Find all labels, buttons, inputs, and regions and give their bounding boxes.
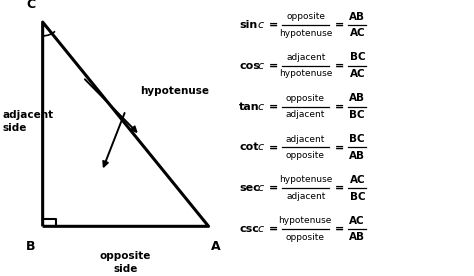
Text: $c$: $c$ <box>257 61 265 71</box>
Text: hypotenuse: hypotenuse <box>140 86 209 96</box>
Text: =: = <box>335 183 345 193</box>
Text: BC: BC <box>349 110 365 120</box>
Text: hypotenuse: hypotenuse <box>279 216 332 225</box>
Text: BC: BC <box>350 192 365 201</box>
Text: =: = <box>335 224 344 234</box>
Text: BC: BC <box>349 134 365 144</box>
Text: opposite: opposite <box>286 151 325 160</box>
Text: hypotenuse: hypotenuse <box>279 176 332 184</box>
Text: opposite: opposite <box>286 12 325 21</box>
Text: adjacent: adjacent <box>286 192 326 201</box>
Text: adjacent: adjacent <box>285 110 325 119</box>
Text: hypotenuse: hypotenuse <box>279 70 332 78</box>
Text: B: B <box>26 240 36 253</box>
Text: AC: AC <box>350 175 365 185</box>
Text: =: = <box>269 183 279 193</box>
Text: C: C <box>26 0 36 11</box>
Text: =: = <box>335 142 344 152</box>
Text: adjacent: adjacent <box>286 53 326 62</box>
Text: opposite: opposite <box>286 94 325 103</box>
Text: opposite
side: opposite side <box>100 251 151 274</box>
Text: AC: AC <box>349 216 365 226</box>
Text: =: = <box>269 224 278 234</box>
Text: AB: AB <box>349 12 365 22</box>
Text: cos: cos <box>239 61 260 71</box>
Text: AC: AC <box>350 69 365 79</box>
Text: =: = <box>269 102 278 112</box>
Text: $c$: $c$ <box>257 142 265 152</box>
Text: =: = <box>269 61 279 71</box>
Text: cot: cot <box>239 142 259 152</box>
Text: AC: AC <box>350 28 365 38</box>
Text: A: A <box>211 240 220 253</box>
Text: $c$: $c$ <box>257 224 265 234</box>
Text: tan: tan <box>239 102 260 112</box>
Text: adjacent
side: adjacent side <box>2 110 54 133</box>
Text: =: = <box>269 20 279 30</box>
Text: AB: AB <box>349 151 365 161</box>
Text: $c$: $c$ <box>257 183 265 193</box>
Text: sin: sin <box>239 20 258 30</box>
Text: =: = <box>269 142 278 152</box>
Text: BC: BC <box>350 52 365 62</box>
Text: adjacent: adjacent <box>285 135 325 144</box>
Text: =: = <box>335 61 345 71</box>
Text: $c$: $c$ <box>257 20 265 30</box>
Text: =: = <box>335 20 345 30</box>
Text: $c$: $c$ <box>257 102 265 112</box>
Text: hypotenuse: hypotenuse <box>279 29 332 38</box>
Text: AB: AB <box>349 93 365 103</box>
Text: csc: csc <box>239 224 259 234</box>
Text: opposite: opposite <box>286 233 325 242</box>
Text: =: = <box>335 102 344 112</box>
Text: AB: AB <box>349 232 365 242</box>
Text: sec: sec <box>239 183 260 193</box>
